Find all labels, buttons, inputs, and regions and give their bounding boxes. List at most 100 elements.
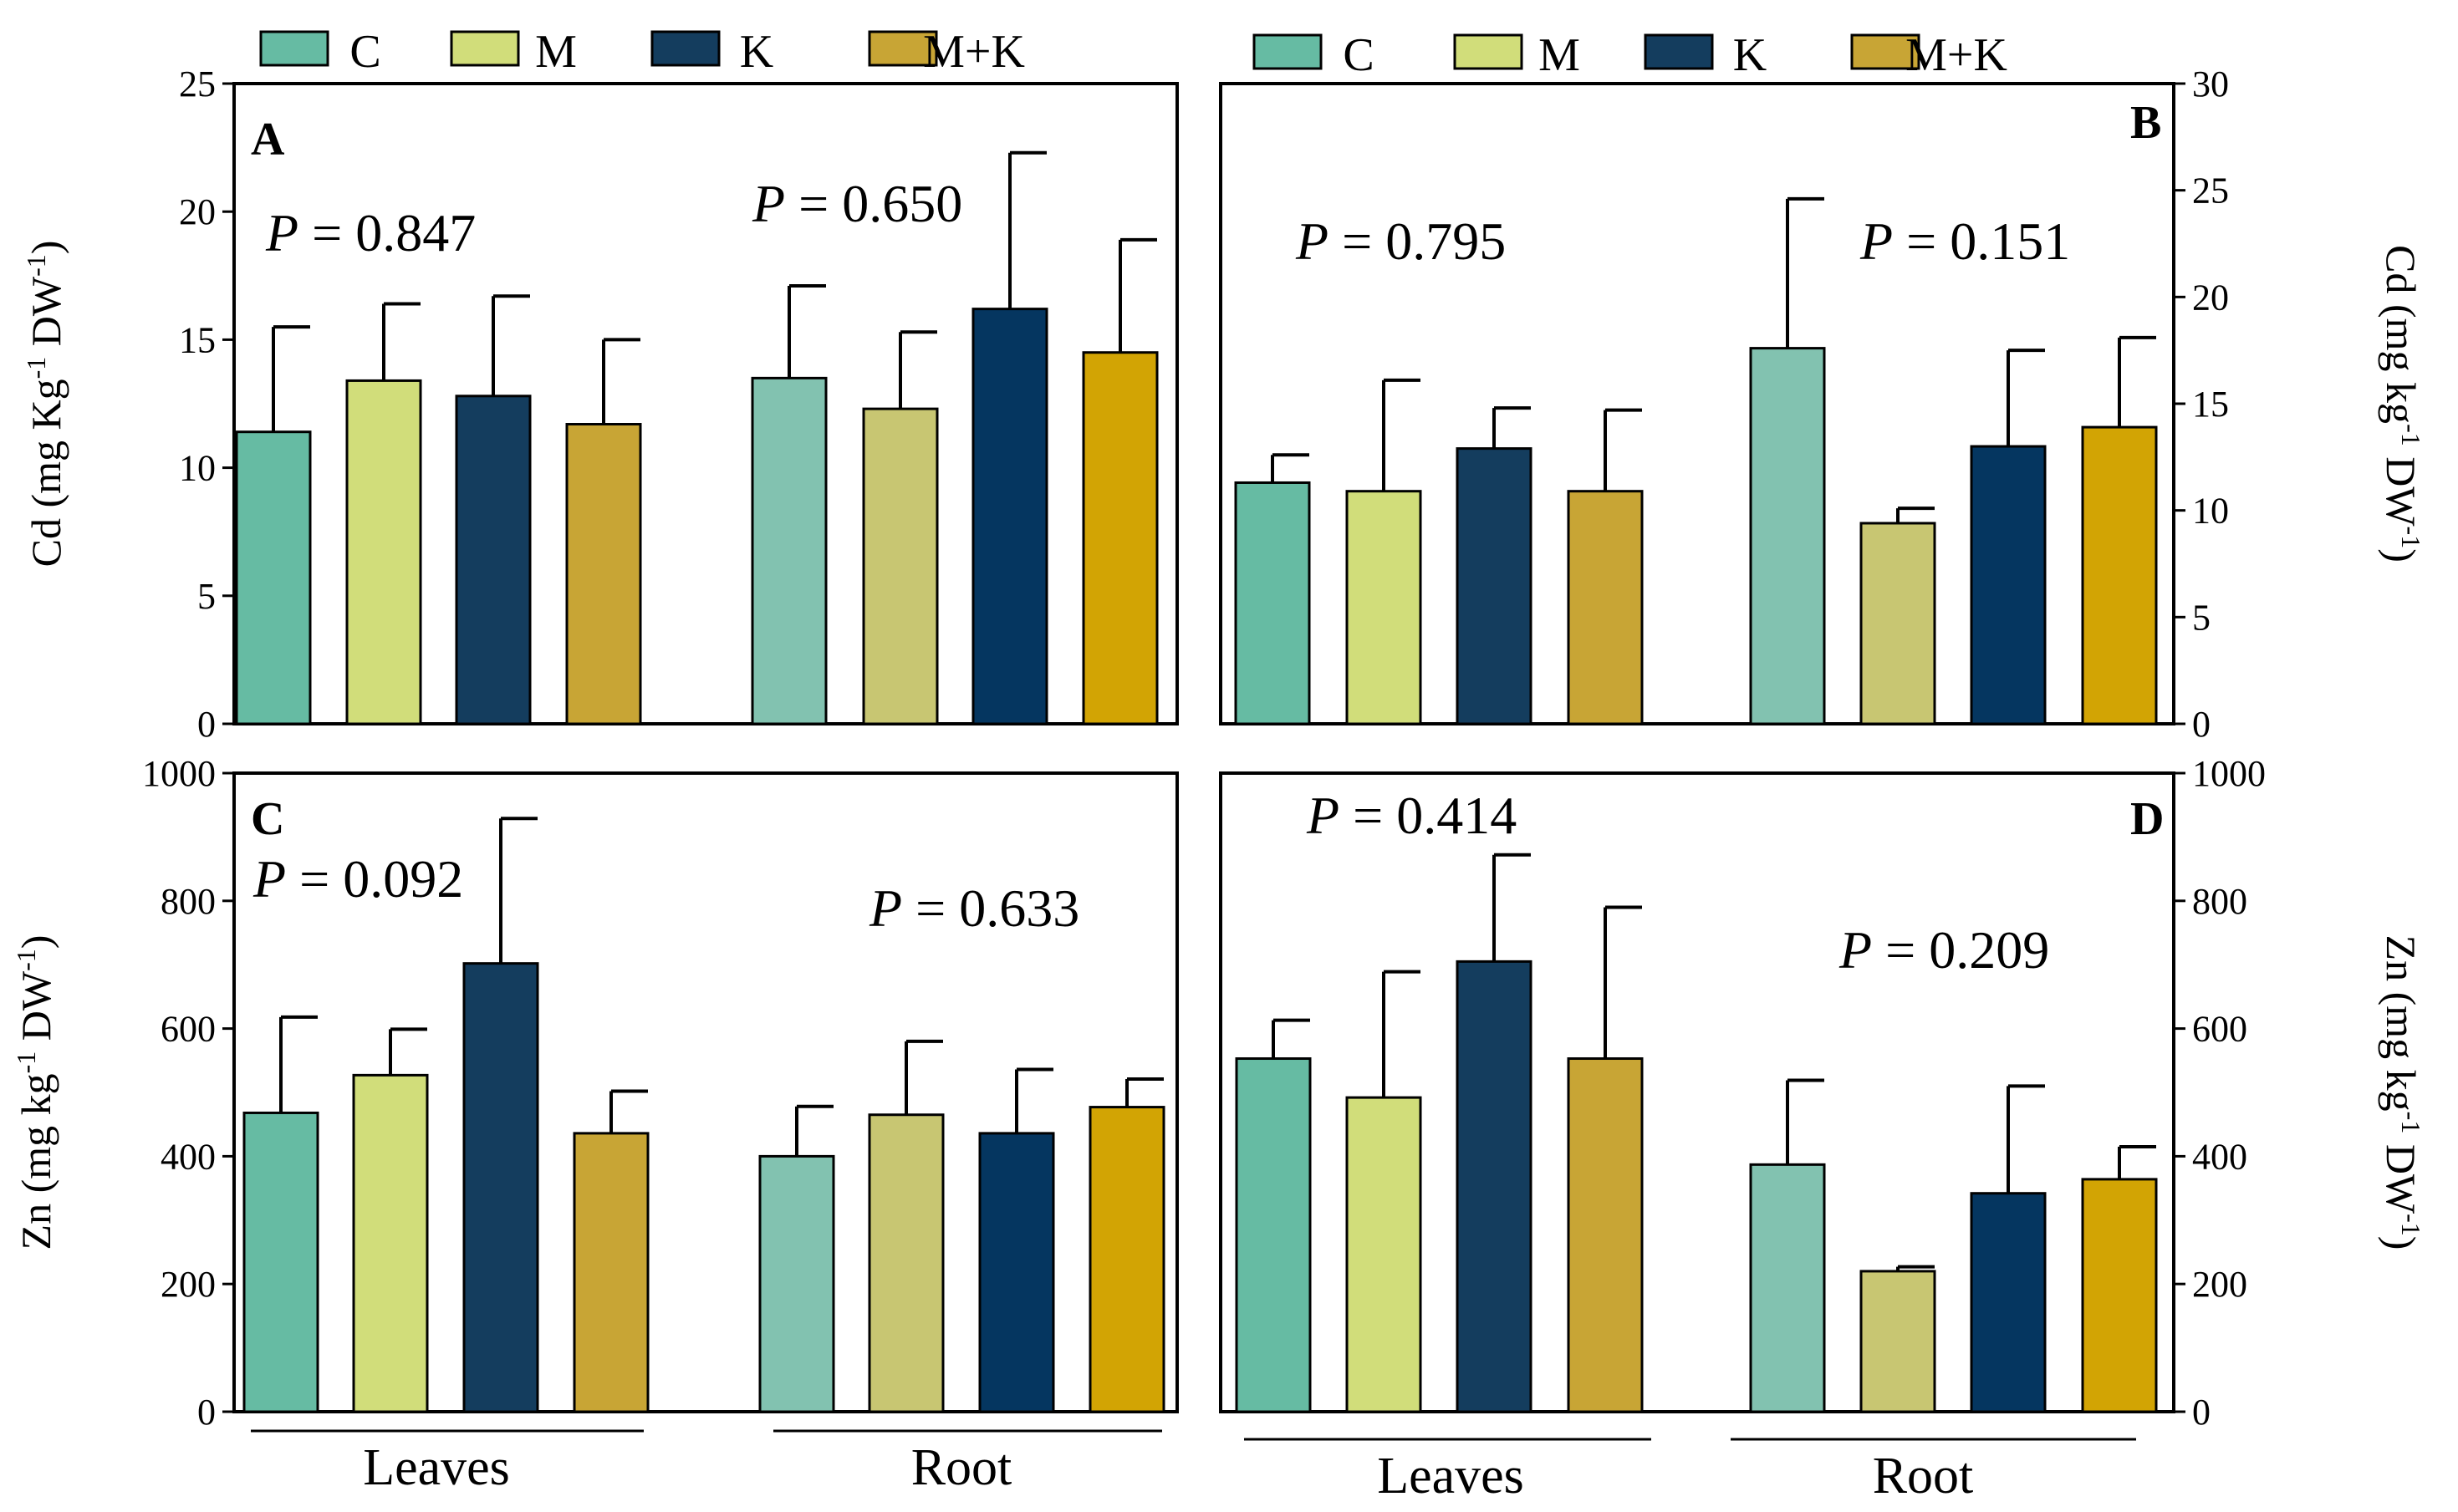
superscript: -1 bbox=[21, 254, 51, 277]
legend-swatch bbox=[450, 30, 520, 67]
group-label-leaves: Leaves bbox=[1377, 1448, 1524, 1504]
y-tick-label: 0 bbox=[2192, 1392, 2211, 1433]
superscript: -1 bbox=[11, 949, 41, 971]
legend-swatch bbox=[868, 30, 938, 67]
y-tick-label: 15 bbox=[179, 319, 216, 360]
y-tick-label: 20 bbox=[179, 191, 216, 232]
legend-left: C M K M+K bbox=[259, 26, 1025, 78]
legend-label: C bbox=[349, 26, 380, 78]
legend-swatch bbox=[1252, 33, 1323, 70]
bar-leaves-c bbox=[235, 430, 312, 725]
panel-frame bbox=[232, 82, 1179, 725]
bar-root-k bbox=[1970, 1192, 2047, 1413]
p-value-label: P = 0.151 bbox=[1859, 211, 2070, 271]
p-value: = 0.151 bbox=[1893, 211, 2070, 271]
p-symbol: P bbox=[1859, 211, 1893, 271]
panel-frame bbox=[232, 771, 1179, 1413]
superscript: -1 bbox=[11, 1051, 41, 1074]
superscript: -1 bbox=[21, 357, 51, 379]
p-value: = 0.795 bbox=[1328, 211, 1506, 271]
y-tick-label: 800 bbox=[2192, 881, 2247, 922]
group-labels: Leaves Root Leaves Root bbox=[251, 1429, 2136, 1504]
legend-label: M+K bbox=[1905, 29, 2007, 81]
bar-root-c bbox=[1749, 347, 1826, 725]
bar-root-m bbox=[1859, 522, 1936, 725]
y-tick-label: 25 bbox=[2192, 171, 2229, 211]
superscript: -1 bbox=[2396, 527, 2426, 549]
y-tick-label: 0 bbox=[197, 704, 216, 745]
bar-leaves-m bbox=[352, 1073, 429, 1413]
y-tick-label: 10 bbox=[2192, 491, 2229, 532]
y-tick-label: 5 bbox=[197, 576, 216, 617]
bar-root-mplusk bbox=[1082, 351, 1159, 725]
y-tick-label: 1000 bbox=[142, 753, 216, 794]
y-axis-label: Zn (mg kg-1 DW-1) bbox=[2378, 935, 2426, 1250]
p-value-label: P = 0.633 bbox=[869, 878, 1079, 938]
label-part: DW bbox=[23, 276, 69, 357]
legend-label: K bbox=[740, 26, 773, 78]
bar-leaves-m bbox=[345, 379, 422, 725]
legend-label: C bbox=[1343, 29, 1374, 81]
bar-root-mplusk bbox=[2081, 425, 2158, 725]
p-value: = 0.092 bbox=[286, 849, 463, 909]
p-symbol: P bbox=[752, 174, 785, 233]
legend-label: M bbox=[535, 26, 577, 78]
bar-leaves-m bbox=[1345, 490, 1422, 725]
p-symbol: P bbox=[265, 203, 298, 262]
panel-letter: B bbox=[2130, 97, 2161, 149]
label-part: ) bbox=[2378, 1236, 2425, 1250]
bar-leaves-mplusk bbox=[1567, 1057, 1644, 1413]
y-axis-label: Cd (mg kg-1 DW-1) bbox=[2378, 245, 2426, 563]
p-symbol: P bbox=[1306, 786, 1339, 845]
legend-label: M bbox=[1538, 29, 1580, 81]
bar-leaves-mplusk bbox=[1567, 490, 1644, 725]
legend-swatch bbox=[650, 30, 721, 67]
y-tick-label: 15 bbox=[2192, 384, 2229, 425]
label-part: Cd (mg kg bbox=[2378, 245, 2425, 424]
y-axis-label: Cd (mg Kg-1 DW-1) bbox=[21, 241, 69, 568]
bar-root-m bbox=[868, 1113, 945, 1413]
bar-root-m bbox=[862, 407, 939, 725]
y-tick-label: 600 bbox=[2192, 1009, 2247, 1050]
label-part: Zn (mg kg bbox=[13, 1073, 59, 1250]
panel-frame bbox=[1219, 771, 2175, 1413]
label-part: ) bbox=[13, 935, 59, 949]
panel-letter: C bbox=[251, 793, 284, 845]
y-tick-label: 800 bbox=[161, 881, 216, 922]
bar-root-m bbox=[1859, 1270, 1936, 1413]
superscript: -1 bbox=[2396, 1112, 2426, 1134]
label-part: ) bbox=[2378, 548, 2425, 563]
group-label-root: Root bbox=[1873, 1448, 1974, 1504]
y-tick-label: 0 bbox=[197, 1392, 216, 1433]
y-tick-label: 200 bbox=[161, 1264, 216, 1305]
bar-leaves-k bbox=[462, 962, 539, 1413]
legend-swatch bbox=[1453, 33, 1523, 70]
bar-root-mplusk bbox=[1089, 1106, 1165, 1413]
y-tick-label: 1000 bbox=[2192, 753, 2266, 794]
p-value: = 0.414 bbox=[1339, 786, 1517, 845]
y-tick-label: 200 bbox=[2192, 1264, 2247, 1305]
y-tick-label: 30 bbox=[2192, 64, 2229, 104]
legend-swatch bbox=[259, 30, 329, 67]
p-symbol: P bbox=[1838, 920, 1872, 980]
panel-letter: A bbox=[251, 114, 285, 165]
label-part: DW bbox=[13, 970, 59, 1051]
bar-leaves-c bbox=[1235, 1057, 1312, 1413]
superscript: -1 bbox=[2396, 1214, 2426, 1236]
p-value-label: P = 0.847 bbox=[265, 203, 476, 262]
bar-leaves-c bbox=[1234, 481, 1311, 725]
bar-leaves-mplusk bbox=[565, 423, 642, 725]
y-tick-label: 600 bbox=[161, 1009, 216, 1050]
p-value-label: P = 0.795 bbox=[1295, 211, 1506, 271]
p-value: = 0.209 bbox=[1872, 920, 2049, 980]
bar-root-k bbox=[978, 1132, 1055, 1413]
y-tick-label: 10 bbox=[179, 448, 216, 489]
bar-root-k bbox=[971, 308, 1048, 725]
p-value: = 0.650 bbox=[785, 174, 962, 233]
bar-leaves-m bbox=[1345, 1096, 1422, 1413]
label-part: DW bbox=[2378, 1133, 2425, 1214]
y-tick-label: 400 bbox=[161, 1136, 216, 1177]
